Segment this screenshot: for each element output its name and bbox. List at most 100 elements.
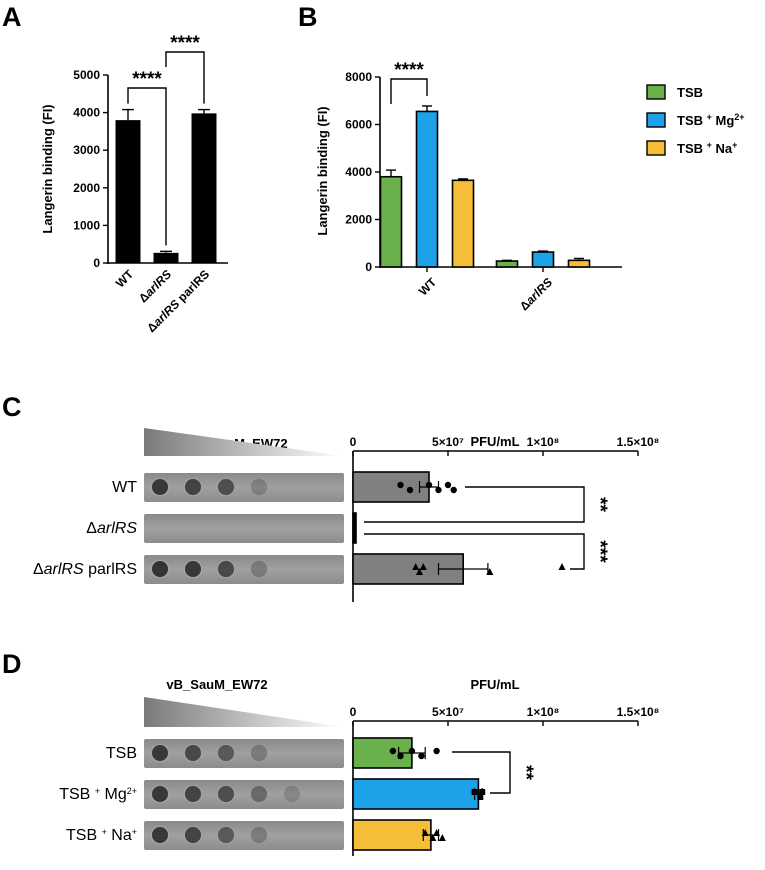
panel-a-x-tick-label: WT bbox=[113, 267, 137, 291]
panel-c-spot-plates bbox=[144, 473, 344, 584]
panel-a-y-tick-label: 1000 bbox=[73, 218, 100, 232]
panel-a-bars bbox=[115, 108, 217, 264]
panel-c-bracket bbox=[364, 533, 585, 570]
panel-c-bars bbox=[352, 471, 566, 585]
plaque-spot bbox=[217, 560, 235, 578]
panel-c-significance-label: *** bbox=[589, 540, 610, 563]
label-fragment: + bbox=[132, 827, 137, 837]
label-fragment: arlRS bbox=[523, 275, 555, 307]
panel-b-significance-label: **** bbox=[394, 60, 424, 81]
label-fragment: Na bbox=[107, 827, 132, 844]
panel-c-significance: ***** bbox=[364, 486, 610, 570]
panel-d-data-point bbox=[477, 794, 484, 800]
panel-d-row-label: TSB + Mg2+ bbox=[59, 786, 137, 803]
panel-d-data-point bbox=[438, 834, 446, 841]
panel-d-bars bbox=[352, 737, 486, 851]
panel-d-x-tick-label: 5×10⁷ bbox=[432, 705, 464, 719]
panel-a-bar bbox=[115, 120, 141, 264]
spot-plate bbox=[144, 514, 344, 543]
panel-c-data-point bbox=[486, 568, 494, 575]
plaque-spot bbox=[217, 826, 235, 844]
panel-c-axes: 0 5×10⁷ 1×10⁸ 1.5×10⁸ bbox=[350, 435, 660, 602]
panel-a-significance-label: **** bbox=[132, 69, 162, 90]
panel-a-axes: 0 1000 2000 3000 4000 5000 bbox=[73, 68, 228, 270]
label-fragment: 2+ bbox=[734, 112, 744, 122]
label-fragment: + bbox=[102, 827, 107, 837]
panel-c-data-point bbox=[425, 481, 433, 489]
label-fragment: TSB bbox=[677, 85, 703, 100]
panel-d-bar bbox=[352, 778, 480, 810]
panel-c-x-tick-label: 1.5×10⁸ bbox=[617, 435, 660, 449]
panel-c-data-point bbox=[412, 563, 420, 570]
plaque-spot bbox=[184, 560, 202, 578]
plaque-spot bbox=[217, 744, 235, 762]
panel-b-y-tick-label: 0 bbox=[365, 260, 372, 274]
plaque-spot bbox=[250, 560, 268, 578]
panel-a-y-tick-label: 4000 bbox=[73, 106, 100, 120]
panel-a-bar bbox=[153, 252, 179, 263]
label-fragment: 2+ bbox=[127, 786, 137, 796]
panel-b-bar bbox=[567, 259, 591, 268]
plaque-spot bbox=[250, 785, 268, 803]
panel-b-y-tick-label: 6000 bbox=[345, 118, 372, 132]
panel-d-data-point bbox=[408, 747, 416, 755]
spot-plate bbox=[144, 473, 344, 502]
label-fragment: Δ bbox=[33, 561, 44, 578]
panel-a-y-tick-label: 0 bbox=[93, 256, 100, 270]
panel-c-row-label: ΔarlRS bbox=[86, 520, 137, 537]
panel-b-bar bbox=[531, 251, 555, 268]
label-fragment: TSB bbox=[106, 745, 137, 762]
panel-d-data-point bbox=[471, 789, 478, 795]
panel-d-data-point bbox=[429, 834, 437, 841]
panel-d-significance-label: ** bbox=[515, 765, 536, 780]
panel-c-bar bbox=[352, 471, 430, 503]
label-fragment: Na bbox=[712, 141, 733, 156]
plaque-spot bbox=[151, 826, 169, 844]
panel-c-data-point bbox=[558, 563, 566, 570]
panel-d-data-point bbox=[433, 747, 440, 755]
panel-c-significance-label: ** bbox=[589, 497, 610, 512]
label-fragment: + bbox=[732, 140, 737, 150]
panel-a-y-tick-label: 3000 bbox=[73, 143, 100, 157]
panel-d-data-point bbox=[397, 752, 404, 760]
plaque-spot bbox=[151, 744, 169, 762]
panel-b-y-axis-label: Langerin binding (FI) bbox=[315, 106, 330, 235]
panel-d-row-label: TSB bbox=[106, 745, 137, 762]
label-fragment: arlRS bbox=[97, 520, 137, 537]
panel-a-y-tick-label: 5000 bbox=[73, 68, 100, 82]
panel-d-bracket bbox=[452, 751, 511, 794]
panel-label-a: A bbox=[2, 2, 22, 32]
panel-d-data-point bbox=[418, 752, 425, 760]
panel-c-x-tick-label: 5×10⁷ bbox=[432, 435, 464, 449]
label-fragment: WT bbox=[113, 267, 137, 291]
panel-d-significance: ** bbox=[452, 751, 536, 794]
panel-a-bar bbox=[191, 113, 217, 264]
plaque-spot bbox=[184, 478, 202, 496]
panel-d-row-label: TSB + Na+ bbox=[66, 827, 137, 844]
panel-b-x-tick-labels: WT ΔarlRS bbox=[416, 275, 555, 314]
panel-c-data-point bbox=[406, 486, 414, 494]
label-fragment: TSB bbox=[59, 786, 95, 803]
panel-b-chart: Langerin binding (FI) 02000400060008000 … bbox=[315, 60, 745, 313]
panel-d-x-tick-label: 1.5×10⁸ bbox=[617, 705, 660, 719]
panel-d-data-point bbox=[479, 789, 486, 795]
panel-d-data-point bbox=[389, 747, 397, 755]
label-fragment: arlRS bbox=[142, 267, 174, 299]
panel-d-x-tick-label: 0 bbox=[350, 705, 357, 719]
panel-b-bar bbox=[415, 110, 439, 268]
panel-b-y-tick-label: 8000 bbox=[345, 70, 372, 84]
plaque-spot bbox=[217, 785, 235, 803]
panel-b-bracket bbox=[390, 78, 428, 104]
panel-d-x-axis-title: PFU/mL bbox=[470, 677, 519, 692]
panel-a-y-axis-label: Langerin binding (FI) bbox=[40, 104, 55, 233]
panel-c-x-axis-title: PFU/mL bbox=[470, 434, 519, 449]
panel-c-row-label: ΔarlRS parlRS bbox=[33, 561, 137, 578]
panel-d-phage-name: vB_SauM_EW72 bbox=[166, 677, 267, 692]
plaque-spot bbox=[184, 826, 202, 844]
panel-c-data-point bbox=[397, 481, 404, 489]
plaque-spot bbox=[250, 744, 268, 762]
label-fragment: + bbox=[707, 112, 712, 122]
label-fragment: TSB bbox=[66, 827, 102, 844]
